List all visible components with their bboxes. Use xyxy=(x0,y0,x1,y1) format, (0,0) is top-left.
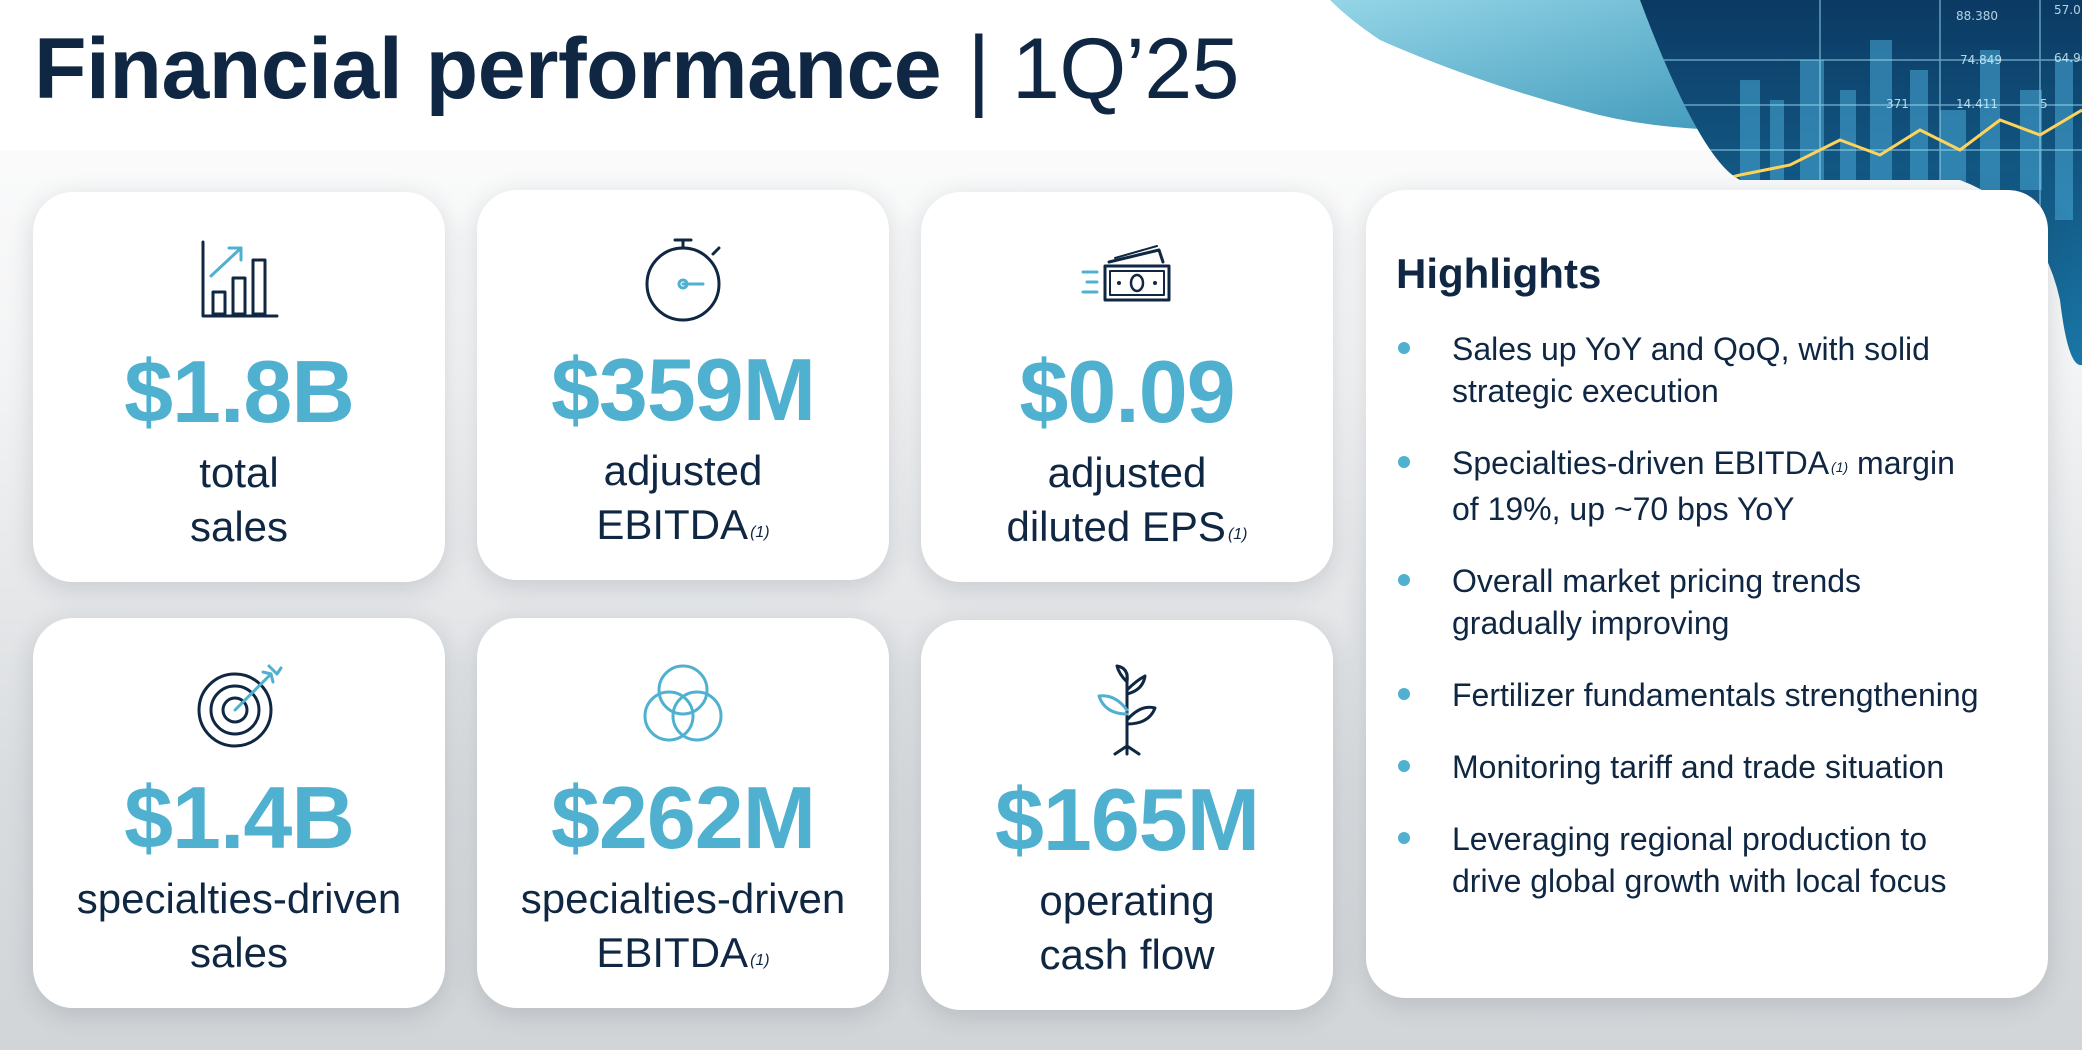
highlights-list: Sales up YoY and QoQ, with solid strateg… xyxy=(1396,328,2036,932)
kpi-label: specialties-driven EBITDA (1) xyxy=(520,875,846,976)
footnote-marker: (1) xyxy=(750,524,770,541)
venn-circles-icon xyxy=(635,658,731,754)
highlight-item: Monitoring tariff and trade situation xyxy=(1396,746,2036,788)
title-period: 1Q’25 xyxy=(1012,21,1240,117)
footnote-marker: (1) xyxy=(750,952,770,969)
kpi-label: adjusted diluted EPS (1) xyxy=(1006,449,1248,550)
bar-chart-growth-icon xyxy=(191,232,287,328)
highlights-panel: Highlights Sales up YoY and QoQ, with so… xyxy=(1366,190,2048,998)
ticker-value: 14.411 xyxy=(1956,97,1998,111)
ticker-value: 88.380 xyxy=(1956,9,1998,23)
highlights-title: Highlights xyxy=(1396,250,1602,297)
kpi-value: $1.8B xyxy=(124,342,355,441)
kpi-card-specialties-sales: $1.4B specialties-driven sales xyxy=(33,618,445,1008)
kpi-value: $262M xyxy=(550,768,816,867)
kpi-card-operating-cash-flow: $165M operating cash flow xyxy=(921,620,1333,1010)
ticker-value: 64.96 xyxy=(2054,51,2082,65)
highlight-item: Fertilizer fundamentals strengthening xyxy=(1396,674,2036,716)
seedling-icon xyxy=(1079,660,1175,756)
kpi-value: $0.09 xyxy=(1019,342,1235,441)
ticker-value: 74.849 xyxy=(1960,53,2002,67)
target-arrow-icon xyxy=(191,658,287,754)
footnote-marker: (1) xyxy=(1227,526,1248,543)
kpi-value: $1.4B xyxy=(124,768,355,867)
highlight-item: Sales up YoY and QoQ, with solid strateg… xyxy=(1396,328,2036,412)
page-title: Financial performance | 1Q’25 xyxy=(34,14,1240,124)
ticker-value: 5 xyxy=(2040,97,2048,111)
highlight-item: Overall market pricing trends gradually … xyxy=(1396,560,2036,644)
ticker-value: 371 xyxy=(1886,97,1909,111)
kpi-card-adjusted-ebitda: $359M adjusted EBITDA (1) xyxy=(477,190,889,580)
title-main: Financial performance xyxy=(34,21,942,117)
highlight-item: Leveraging regional production to drive … xyxy=(1396,818,2036,902)
cash-stack-icon xyxy=(1079,232,1175,328)
kpi-label: specialties-driven sales xyxy=(76,875,402,976)
kpi-value: $165M xyxy=(994,770,1260,869)
kpi-card-specialties-ebitda: $262M specialties-driven EBITDA (1) xyxy=(477,618,889,1008)
kpi-card-total-sales: $1.8B total sales xyxy=(33,192,445,582)
kpi-value: $359M xyxy=(550,340,816,439)
footnote-marker: (1) xyxy=(1831,459,1849,475)
highlight-item: Specialties-driven EBITDA (1) margin of 1… xyxy=(1396,442,2036,530)
kpi-label: adjusted EBITDA (1) xyxy=(596,447,770,548)
ticker-value: 57.0 xyxy=(2054,3,2081,17)
kpi-card-adjusted-eps: $0.09 adjusted diluted EPS (1) xyxy=(921,192,1333,582)
title-separator: | xyxy=(967,19,991,119)
kpi-label: total sales xyxy=(189,449,289,550)
stopwatch-icon xyxy=(635,230,731,326)
kpi-label: operating cash flow xyxy=(1039,877,1215,978)
